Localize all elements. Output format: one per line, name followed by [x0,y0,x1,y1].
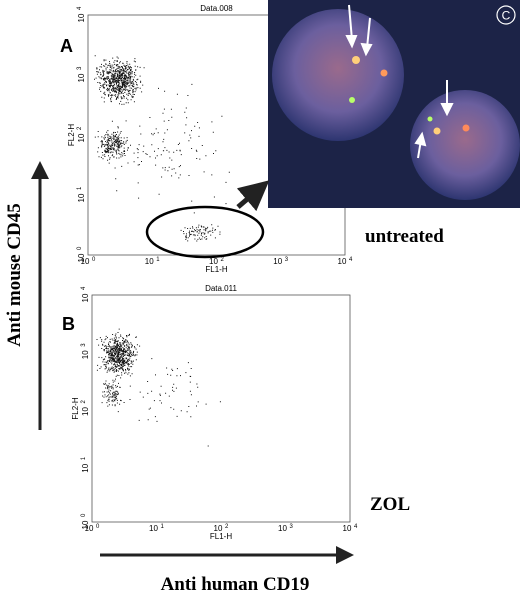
x-tick-label: 10 [273,257,282,266]
y-tick-exp: 3 [77,66,83,70]
x-label: FL1-H [210,532,232,541]
dot-cloud [94,55,230,242]
y-tick-exp: 3 [81,343,87,347]
y-tick-exp: 1 [81,456,87,460]
panel-label: A [60,36,73,56]
y-tick-exp: 2 [77,126,83,130]
x-label: FL1-H [205,265,227,274]
x-tick-label: 10 [214,524,223,533]
gate-arrow [236,180,270,212]
x-tick-label: 10 [85,524,94,533]
y-tick-label: 10 [81,293,90,302]
y-tick-exp: 4 [81,286,87,290]
y-tick-exp: 2 [81,400,87,404]
x-tick-label: 10 [278,524,287,533]
x-tick-label: 10 [145,257,154,266]
y-tick-exp: 0 [77,246,83,250]
x-tick-exp: 0 [92,257,96,263]
x-tick-exp: 3 [290,524,294,530]
y-tick-label: 10 [81,463,90,472]
y-tick-label: 10 [77,73,86,82]
x-tick-label: 10 [343,524,352,533]
plot-title: Data.008 [200,4,233,13]
plot-title: Data.011 [205,284,237,293]
x-tick-label: 10 [209,257,218,266]
y-tick-label: 10 [77,133,86,142]
y-tick-exp: 0 [81,513,87,517]
x-tick-label: 10 [338,257,347,266]
y-tick-label: 10 [81,350,90,359]
x-tick-exp: 0 [96,524,100,530]
y-tick-label: 10 [81,520,90,529]
y-tick-label: 10 [77,13,86,22]
y-tick-label: 10 [77,253,86,262]
x-axis-title: Anti human CD19 [161,574,310,595]
dot-cloud [96,328,221,447]
plot-frame [91,294,351,523]
x-tick-label: 10 [149,524,158,533]
y-tick-exp: 1 [77,186,83,190]
condition: untreated [365,226,444,247]
x-tick-exp: 1 [161,524,165,530]
y-label: FL2-H [71,397,80,419]
y-axis-title: Anti mouse CD45 [4,203,25,347]
micrograph: C [268,0,520,208]
x-tick-exp: 3 [285,257,289,263]
y-tick-exp: 4 [77,6,83,10]
x-tick-label: 10 [81,257,90,266]
x-tick-exp: 4 [349,257,353,263]
y-label: FL2-H [67,124,76,146]
x-tick-exp: 2 [225,524,229,530]
condition: ZOL [370,494,410,515]
x-tick-exp: 2 [221,257,225,263]
inset-label: C [502,9,511,23]
y-tick-label: 10 [77,193,86,202]
x-tick-exp: 1 [156,257,160,263]
gate-ellipse [145,205,265,259]
x-tick-exp: 4 [354,524,358,530]
panel-label: B [62,314,75,334]
y-tick-label: 10 [81,407,90,416]
